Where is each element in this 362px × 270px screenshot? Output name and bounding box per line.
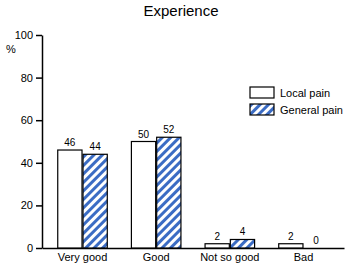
data-labels: 46 50 2 2 44 52 4 0 (64, 124, 319, 246)
data-label: 2 (288, 231, 294, 242)
data-label: 46 (64, 137, 76, 148)
bar (304, 247, 328, 248)
legend-label: General pain (280, 104, 343, 116)
data-label: 50 (138, 129, 150, 140)
legend-item: Local pain (250, 87, 330, 99)
bar (83, 154, 107, 248)
y-tick-label: 80 (21, 72, 33, 84)
title: Experience (143, 2, 218, 19)
x-tick-label: Bad (294, 251, 314, 263)
y-tick-mark (36, 35, 42, 37)
data-label: 2 (214, 231, 220, 242)
data-label: 52 (163, 124, 175, 135)
y-axis-title: % (6, 43, 16, 55)
x-tick-label: Not so good (200, 251, 259, 263)
x-tick: Very good (58, 248, 108, 263)
y-tick: 60 (21, 114, 42, 126)
x-axis: Very good Good Not so good Bad (43, 248, 345, 263)
legend-swatch (250, 104, 274, 115)
y-tick: 40 (21, 157, 42, 169)
y-tick-label: 100 (15, 29, 33, 41)
y-axis-line (42, 36, 44, 249)
x-tick: Good (143, 248, 170, 263)
y-tick-label: 0 (27, 242, 33, 254)
data-label: 44 (90, 141, 102, 152)
x-tick-label: Good (143, 251, 170, 263)
bar (205, 244, 229, 248)
legend-swatch (250, 87, 274, 98)
legend-label: Local pain (280, 87, 330, 99)
y-tick-label: 40 (21, 157, 33, 169)
legend-item: General pain (250, 104, 343, 116)
y-tick-label: 20 (21, 199, 33, 211)
y-tick: 80 (21, 72, 42, 84)
y-tick-mark (36, 248, 42, 250)
data-label: 0 (313, 235, 319, 246)
y-tick-mark (36, 163, 42, 165)
y-axis: 0 20 40 60 80 100 (15, 29, 43, 254)
y-tick-mark (36, 77, 42, 79)
y-tick: 100 (15, 29, 42, 41)
bar (279, 244, 303, 248)
bar (230, 239, 254, 248)
y-tick-mark (36, 205, 42, 207)
x-tick: Not so good (200, 248, 259, 263)
x-tick: Bad (294, 248, 314, 263)
legend: Local pain General pain (250, 87, 343, 116)
y-tick: 20 (21, 199, 42, 211)
y-tick: 0 (27, 242, 42, 254)
chart: 020406080100Very goodGoodNot so goodBad4… (0, 0, 362, 270)
bars (58, 137, 303, 248)
x-tick-label: Very good (58, 251, 108, 263)
y-tick-mark (36, 120, 42, 122)
y-tick-label: 60 (21, 114, 33, 126)
bar (131, 142, 155, 249)
bar (157, 137, 181, 248)
bar (58, 150, 82, 248)
data-label: 4 (240, 226, 246, 237)
